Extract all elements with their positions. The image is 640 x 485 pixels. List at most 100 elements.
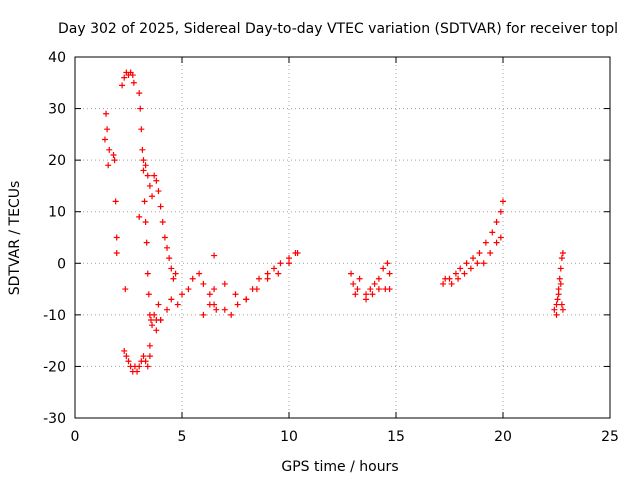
data-point (369, 291, 376, 298)
data-point (467, 265, 474, 272)
data-point (200, 280, 207, 287)
data-point (211, 252, 218, 259)
data-point (196, 270, 203, 277)
data-point (149, 322, 156, 329)
data-point (354, 286, 361, 293)
data-point (110, 151, 117, 158)
x-axis-label: GPS time / hours (281, 459, 398, 475)
data-point (164, 306, 171, 313)
data-point (463, 260, 470, 267)
data-point (256, 275, 263, 282)
data-point (489, 229, 496, 236)
data-point (384, 260, 391, 267)
data-point (476, 249, 483, 256)
data-point (137, 105, 144, 112)
data-point (497, 234, 504, 241)
data-point (352, 291, 359, 298)
data-point (286, 260, 292, 267)
data-point (440, 280, 447, 287)
data-point (125, 358, 132, 365)
data-point (286, 255, 292, 262)
data-point (277, 260, 284, 267)
data-point (121, 74, 128, 81)
data-point (350, 280, 357, 287)
x-tick-label: 25 (601, 429, 619, 445)
data-point (136, 90, 143, 97)
y-axis-label: SDTVAR / TECUs (7, 181, 23, 296)
data-point (271, 265, 278, 272)
data-point (140, 157, 147, 164)
plot-frame (74, 56, 611, 419)
data-point (480, 260, 487, 267)
chart-title: Day 302 of 2025, Sidereal Day-to-day VTE… (58, 21, 618, 37)
data-point (142, 162, 149, 169)
data-point (442, 275, 449, 282)
data-point (555, 286, 562, 293)
x-tick-label: 15 (387, 429, 405, 445)
data-point (151, 172, 158, 179)
data-point (111, 157, 118, 164)
data-point (130, 79, 137, 86)
y-tick-label: -20 (43, 359, 66, 375)
data-point (145, 291, 152, 298)
data-point (375, 275, 382, 282)
data-point (253, 286, 260, 293)
data-point (363, 291, 370, 298)
data-point (348, 270, 355, 277)
data-point (105, 162, 112, 169)
data-point (142, 219, 149, 226)
data-point (146, 353, 153, 360)
data-point (487, 249, 494, 256)
data-point (558, 301, 565, 308)
data-point (146, 182, 153, 189)
data-point (155, 188, 162, 195)
data-point (139, 146, 146, 153)
data-point (122, 286, 129, 293)
data-point (232, 291, 239, 298)
data-point (141, 198, 148, 205)
y-tick-label: -10 (43, 308, 66, 324)
data-point (452, 270, 459, 277)
data-point (134, 368, 141, 375)
data-point (375, 286, 382, 293)
data-point (482, 239, 489, 246)
data-point (138, 126, 145, 133)
data-point (206, 301, 213, 308)
data-point (294, 249, 301, 256)
data-point (356, 275, 363, 282)
data-point (448, 280, 455, 287)
data-point (113, 234, 120, 241)
data-point (213, 306, 220, 313)
data-point (221, 280, 228, 287)
data-point (121, 347, 128, 354)
axis-ticks: 0 5 10 15 20 25 -30 -20 -10 0 10 20 30 40 (43, 50, 619, 445)
data-point (151, 311, 158, 318)
data-point (174, 301, 181, 308)
data-point (159, 219, 166, 226)
data-point (551, 306, 558, 313)
data-point (119, 82, 126, 89)
y-tick-label: 10 (48, 205, 66, 221)
y-tick-label: -30 (43, 411, 66, 427)
data-point (264, 275, 271, 282)
data-point (559, 306, 566, 313)
data-point (140, 167, 147, 174)
data-point (211, 286, 218, 293)
data-point (189, 275, 196, 282)
data-point (170, 275, 177, 282)
data-point (221, 306, 228, 313)
data-point (234, 301, 241, 308)
data-point (155, 301, 162, 308)
data-point (147, 317, 154, 324)
data-point (493, 219, 500, 226)
data-point (380, 265, 387, 272)
data-point (185, 286, 192, 293)
data-point (144, 270, 151, 277)
y-tick-label: 20 (48, 153, 66, 169)
data-point (553, 311, 560, 318)
data-point (143, 239, 150, 246)
data-point (144, 363, 151, 370)
data-point (179, 291, 185, 298)
data-point (149, 193, 156, 200)
data-point (113, 249, 120, 256)
